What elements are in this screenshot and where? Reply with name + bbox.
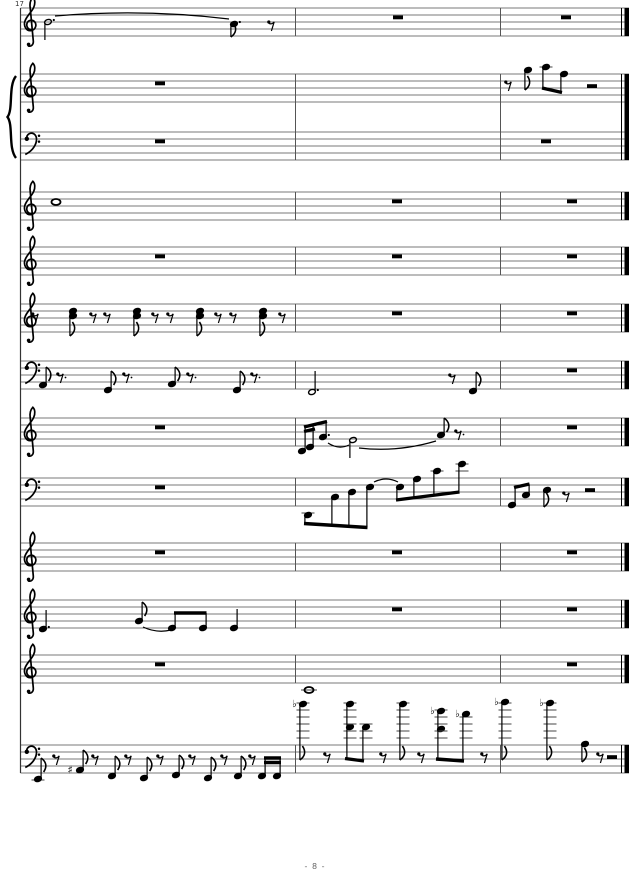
treble-clef-icon bbox=[23, 180, 37, 231]
treble-clef-icon bbox=[23, 588, 37, 639]
staff-1 bbox=[20, 0, 629, 47]
svg-text:♭: ♭ bbox=[539, 698, 544, 709]
treble-clef-icon bbox=[23, 643, 37, 694]
svg-text:♭: ♭ bbox=[455, 709, 460, 720]
piano-brace bbox=[6, 75, 18, 159]
bass-clef-icon bbox=[24, 745, 41, 769]
page-number: - 8 - bbox=[304, 862, 326, 871]
treble-clef-icon bbox=[23, 531, 37, 582]
bass-clef-icon bbox=[24, 361, 41, 385]
svg-text:♭: ♭ bbox=[292, 699, 297, 710]
treble-clef-icon bbox=[23, 292, 37, 343]
barlines bbox=[19, 8, 629, 773]
staff-7 bbox=[20, 360, 629, 396]
svg-text:♭: ♭ bbox=[494, 697, 499, 708]
bass-clef-icon bbox=[24, 132, 41, 156]
staff-12 bbox=[20, 643, 629, 694]
staff-9 bbox=[20, 460, 629, 530]
treble-clef-icon bbox=[23, 406, 37, 457]
staff-13: ♯ ♭ ♭ ♭ ♭ ♭ bbox=[20, 697, 629, 783]
staff-11 bbox=[20, 588, 629, 639]
svg-text:♯: ♯ bbox=[67, 764, 72, 777]
staff-3 bbox=[20, 131, 629, 161]
treble-clef-icon bbox=[23, 62, 37, 113]
staff-8 bbox=[20, 406, 629, 458]
staff-10 bbox=[20, 531, 629, 582]
treble-clef-icon bbox=[23, 0, 37, 47]
treble-clef-icon bbox=[23, 235, 37, 286]
staff-5 bbox=[20, 235, 629, 286]
staff-2 bbox=[20, 62, 629, 113]
staff-4 bbox=[20, 180, 629, 231]
staff-6 bbox=[20, 292, 629, 343]
bass-clef-icon bbox=[24, 478, 41, 502]
svg-text:♭: ♭ bbox=[430, 706, 435, 717]
measure-number: 17 bbox=[15, 0, 24, 8]
